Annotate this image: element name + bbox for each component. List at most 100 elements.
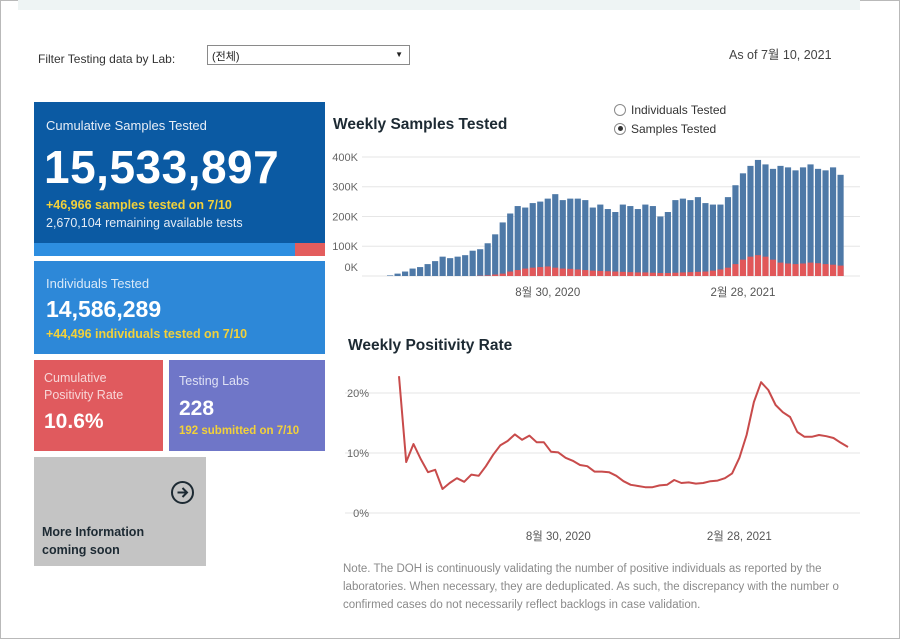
bar-samples[interactable]: [739, 173, 747, 276]
lab-filter-select[interactable]: (전체) ▼: [207, 45, 410, 65]
bar-samples[interactable]: [754, 159, 762, 276]
bar-positive[interactable]: [499, 273, 506, 276]
bar-samples[interactable]: [409, 268, 416, 276]
bar-samples[interactable]: [477, 249, 484, 276]
bar-samples[interactable]: [514, 206, 521, 276]
bar-positive[interactable]: [634, 272, 641, 276]
bar-samples[interactable]: [814, 168, 822, 276]
bar-samples[interactable]: [559, 200, 566, 276]
bar-samples[interactable]: [642, 204, 649, 276]
bar-samples[interactable]: [679, 198, 686, 276]
bar-samples[interactable]: [792, 170, 799, 276]
bar-positive[interactable]: [529, 267, 536, 276]
bar-positive[interactable]: [657, 273, 664, 276]
bar-samples[interactable]: [529, 203, 536, 276]
bar-samples[interactable]: [454, 256, 461, 276]
bar-positive[interactable]: [537, 267, 544, 276]
bar-samples[interactable]: [544, 198, 551, 276]
bar-samples[interactable]: [574, 198, 581, 276]
bar-samples[interactable]: [507, 213, 514, 277]
bar-positive[interactable]: [604, 271, 611, 276]
bar-positive[interactable]: [582, 270, 589, 276]
bar-samples[interactable]: [604, 209, 611, 276]
bar-positive[interactable]: [709, 270, 717, 276]
bar-positive[interactable]: [492, 274, 499, 276]
bar-samples[interactable]: [627, 206, 634, 276]
bar-positive[interactable]: [514, 270, 521, 276]
bar-samples[interactable]: [484, 243, 491, 276]
bar-samples[interactable]: [709, 204, 717, 276]
bar-samples[interactable]: [537, 201, 544, 276]
bar-samples[interactable]: [582, 200, 589, 276]
bar-positive[interactable]: [807, 262, 814, 276]
bar-samples[interactable]: [387, 275, 394, 276]
bar-samples[interactable]: [702, 203, 709, 276]
bar-samples[interactable]: [762, 164, 769, 276]
bar-samples[interactable]: [649, 206, 656, 276]
bar-samples[interactable]: [717, 204, 724, 276]
positivity-line[interactable]: [398, 376, 849, 490]
bar-samples[interactable]: [612, 212, 619, 276]
more-information-card[interactable]: More Information coming soon: [34, 457, 206, 566]
bar-positive[interactable]: [559, 268, 566, 276]
bar-samples[interactable]: [402, 271, 409, 276]
bar-positive[interactable]: [754, 255, 762, 276]
bar-samples[interactable]: [417, 267, 424, 276]
bar-samples[interactable]: [822, 170, 829, 276]
bar-samples[interactable]: [447, 258, 454, 276]
bar-samples[interactable]: [687, 200, 694, 276]
radio-samples[interactable]: [614, 122, 626, 135]
bar-samples[interactable]: [777, 165, 784, 276]
bar-positive[interactable]: [777, 262, 784, 276]
bar-positive[interactable]: [597, 270, 604, 276]
bar-positive[interactable]: [717, 269, 724, 276]
bar-positive[interactable]: [574, 269, 581, 276]
bar-samples[interactable]: [424, 264, 431, 276]
bar-positive[interactable]: [829, 264, 837, 276]
legend-option-samples[interactable]: Samples Tested: [614, 119, 726, 138]
bar-positive[interactable]: [507, 271, 514, 276]
bar-positive[interactable]: [544, 266, 551, 276]
bar-positive[interactable]: [799, 263, 807, 277]
bar-positive[interactable]: [627, 272, 634, 276]
bar-samples[interactable]: [432, 261, 439, 276]
bar-positive[interactable]: [762, 256, 769, 276]
bar-positive[interactable]: [769, 259, 777, 276]
bar-positive[interactable]: [619, 271, 626, 276]
bar-samples[interactable]: [634, 209, 641, 276]
bar-samples[interactable]: [619, 204, 626, 276]
bar-positive[interactable]: [552, 267, 559, 276]
bar-samples[interactable]: [567, 198, 574, 276]
bar-samples[interactable]: [747, 165, 754, 276]
bar-samples[interactable]: [784, 167, 792, 276]
bar-positive[interactable]: [522, 268, 529, 276]
bar-samples[interactable]: [492, 234, 499, 276]
bar-positive[interactable]: [822, 264, 829, 276]
bar-positive[interactable]: [687, 272, 694, 276]
bar-positive[interactable]: [642, 272, 649, 276]
arrow-circle-right-icon[interactable]: [171, 481, 194, 504]
bar-positive[interactable]: [784, 263, 792, 277]
bar-samples[interactable]: [499, 222, 506, 276]
bar-positive[interactable]: [567, 268, 574, 276]
bar-samples[interactable]: [769, 168, 777, 276]
bar-samples[interactable]: [439, 256, 446, 276]
bar-positive[interactable]: [837, 265, 844, 276]
bar-positive[interactable]: [679, 272, 686, 276]
radio-individuals[interactable]: [614, 103, 626, 116]
bar-samples[interactable]: [672, 200, 679, 276]
bar-positive[interactable]: [649, 272, 656, 276]
bar-samples[interactable]: [462, 255, 469, 276]
bar-samples[interactable]: [597, 204, 604, 276]
legend-option-individuals[interactable]: Individuals Tested: [614, 100, 726, 119]
bar-positive[interactable]: [612, 271, 619, 276]
bar-positive[interactable]: [739, 259, 747, 276]
bar-samples[interactable]: [724, 197, 732, 276]
bar-samples[interactable]: [552, 194, 559, 276]
bar-positive[interactable]: [747, 256, 754, 276]
bar-positive[interactable]: [732, 264, 739, 276]
bar-positive[interactable]: [484, 275, 491, 276]
bar-samples[interactable]: [829, 167, 837, 276]
bar-samples[interactable]: [694, 197, 701, 276]
bar-positive[interactable]: [792, 264, 799, 276]
